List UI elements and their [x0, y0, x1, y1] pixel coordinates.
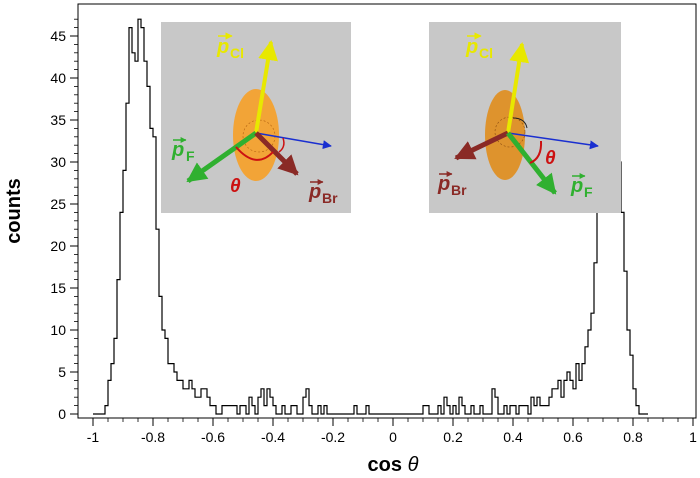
svg-text:Br: Br — [322, 190, 338, 206]
y-tick-label: 20 — [50, 238, 66, 254]
x-tick-label: -1 — [87, 429, 100, 445]
svg-text:p: p — [171, 139, 184, 161]
svg-text:p: p — [308, 181, 321, 203]
inset-left-theta-arc — [235, 146, 274, 161]
inset-right-br-arrow — [454, 130, 510, 161]
svg-text:F: F — [584, 184, 593, 200]
inset-left-f-arrow — [186, 130, 258, 184]
y-tick-label: 15 — [50, 280, 66, 296]
svg-text:F: F — [186, 148, 195, 164]
x-tick-label: 0.2 — [443, 429, 463, 445]
inset-right-theta-arc — [529, 140, 543, 164]
x-tick-label: 1 — [689, 429, 697, 445]
x-tick-label: -0.2 — [321, 429, 345, 445]
inset-left-theta-label: θ — [230, 176, 241, 197]
svg-text:Br: Br — [451, 182, 467, 198]
inset-left-cl-arrow — [254, 40, 278, 134]
x-axis-title: cos θ — [368, 454, 419, 476]
x-tick-label: 0.6 — [563, 429, 583, 445]
inset-left-angle-arc — [278, 137, 285, 153]
y-tick-label: 30 — [50, 154, 66, 170]
y-tick-label: 40 — [50, 70, 66, 86]
y-axis-title: counts — [3, 178, 25, 244]
y-tick-label: 10 — [50, 322, 66, 338]
y-tick-label: 25 — [50, 196, 66, 212]
x-tick-label: -0.6 — [201, 429, 225, 445]
inset-left-br-label: p Br — [308, 179, 338, 206]
inset-left-cl-label: p Cl — [216, 32, 244, 61]
inset-right-theta-label: θ — [545, 148, 556, 169]
svg-text:Cl: Cl — [479, 45, 493, 61]
inset-right: p Cl p Br p F θ — [429, 22, 621, 213]
inset-right-cl-arrow — [506, 42, 530, 134]
inset-left-f-label: p F — [171, 137, 195, 164]
svg-text:p: p — [437, 173, 450, 195]
inset-left: p Cl p F p Br θ — [161, 22, 351, 213]
x-axis: -1 -0.8 -0.6 -0.4 -0.2 0 0.2 0.4 0.6 0.8 1 — [87, 418, 697, 445]
inset-right-br-label: p Br — [437, 171, 467, 198]
histogram-series — [93, 18, 648, 415]
y-tick-label: 35 — [50, 112, 66, 128]
x-tick-label: 0.4 — [503, 429, 523, 445]
x-tick-label: 0.8 — [623, 429, 643, 445]
svg-text:p: p — [570, 175, 583, 197]
y-axis: 0 5 10 15 20 25 30 35 40 45 — [50, 18, 78, 422]
y-tick-label: 45 — [50, 28, 66, 44]
inset-right-disk-inner — [494, 116, 526, 148]
svg-text:Cl: Cl — [230, 45, 244, 61]
inset-right-axis-arrow — [507, 132, 599, 150]
inset-left-axis-arrow — [255, 132, 332, 150]
inset-right-angle-arc — [512, 117, 528, 129]
svg-text:p: p — [465, 36, 478, 58]
svg-text:p: p — [216, 36, 229, 58]
x-tick-label: -0.4 — [261, 429, 285, 445]
y-tick-label: 5 — [58, 364, 66, 380]
plot-frame — [77, 3, 697, 419]
inset-right-f-label: p F — [570, 173, 593, 200]
inset-left-br-arrow — [254, 131, 299, 176]
y-tick-label: 0 — [58, 406, 66, 422]
x-tick-label: -0.8 — [141, 429, 165, 445]
x-tick-label: 0 — [389, 429, 397, 445]
inset-right-cl-label: p Cl — [465, 32, 493, 61]
